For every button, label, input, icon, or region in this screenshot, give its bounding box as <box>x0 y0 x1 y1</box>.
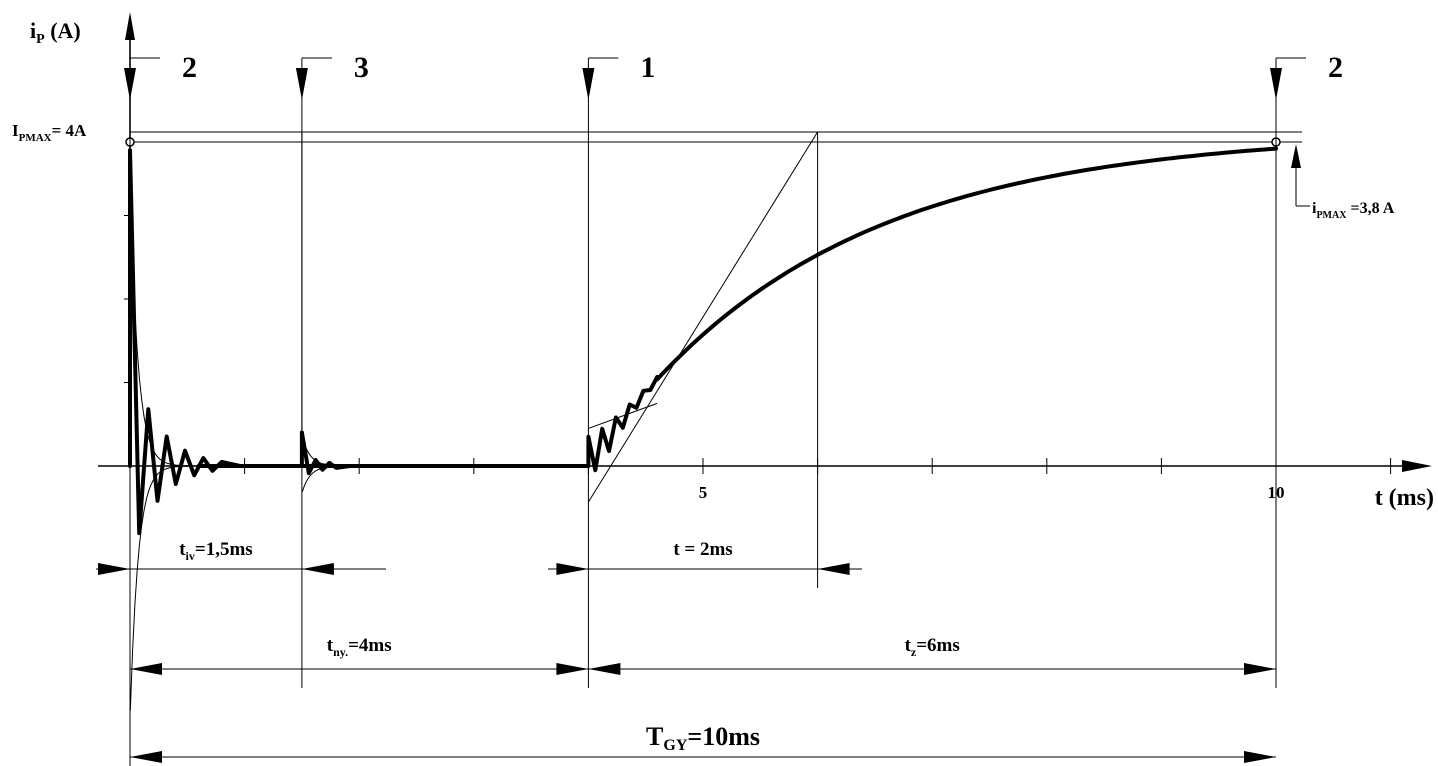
marker-label: 2 <box>1328 51 1343 84</box>
marker-label: 3 <box>354 51 369 84</box>
dimension-arrow <box>301 563 334 575</box>
dimension-label: tny.=4ms <box>327 635 392 659</box>
charging-ripple <box>586 375 660 473</box>
marker-arrowhead <box>582 68 595 100</box>
dimension-arrow <box>588 663 621 675</box>
ripple-envelope <box>588 402 658 429</box>
dimension-label: tiv=1,5ms <box>179 539 252 563</box>
tangent-line <box>587 131 819 503</box>
dimension-arrow <box>1244 663 1276 675</box>
labels: iP (A) t (ms) IPMAX= 4A iPMAX =3,8 A <box>12 18 1434 511</box>
dimension-label: t = 2ms <box>673 539 732 560</box>
reference-lines <box>130 131 1302 143</box>
x-tick-label: 5 <box>699 483 708 502</box>
dimension-arrow <box>556 563 589 575</box>
y-axis-arrowhead <box>125 12 135 40</box>
secondary-envelope-lower <box>301 465 394 493</box>
y-axis-title: iP (A) <box>30 18 81 47</box>
dimension-lines: tiv=1,5ms t = 2ms tny.=4ms tz=6ms TGY=10ms <box>96 132 1276 763</box>
x-axis-arrowhead <box>1402 460 1432 472</box>
axes: 5 10 <box>98 12 1432 502</box>
dimension-arrow <box>98 563 130 575</box>
dimension-label: TGY=10ms <box>646 722 760 754</box>
ireached-annotation: iPMAX =3,8 A <box>1312 200 1395 221</box>
marker-arrowhead <box>1270 68 1282 100</box>
event-markers: 2 3 1 2 <box>124 51 1343 766</box>
dimension-arrow <box>1244 751 1276 763</box>
marker-label: 2 <box>182 51 197 84</box>
dimension-label: tz=6ms <box>905 635 960 659</box>
dimension-arrow <box>130 663 162 675</box>
ireached-arrowhead <box>1291 144 1301 169</box>
marker-label: 1 <box>640 51 655 84</box>
decay-envelope-upper <box>129 193 222 467</box>
x-axis-title: t (ms) <box>1375 485 1434 511</box>
curves <box>125 131 1281 711</box>
ipmax-annotation: IPMAX= 4A <box>12 121 87 144</box>
turn-off-spike-ringing <box>128 148 242 536</box>
marker-arrowhead <box>295 68 308 100</box>
marker-arrowhead <box>124 68 136 100</box>
dimension-arrow <box>556 663 589 675</box>
dimension-arrow <box>817 563 850 575</box>
dimension-arrow <box>130 751 162 763</box>
decay-envelope-lower <box>129 465 222 711</box>
charging-curve <box>655 146 1278 382</box>
